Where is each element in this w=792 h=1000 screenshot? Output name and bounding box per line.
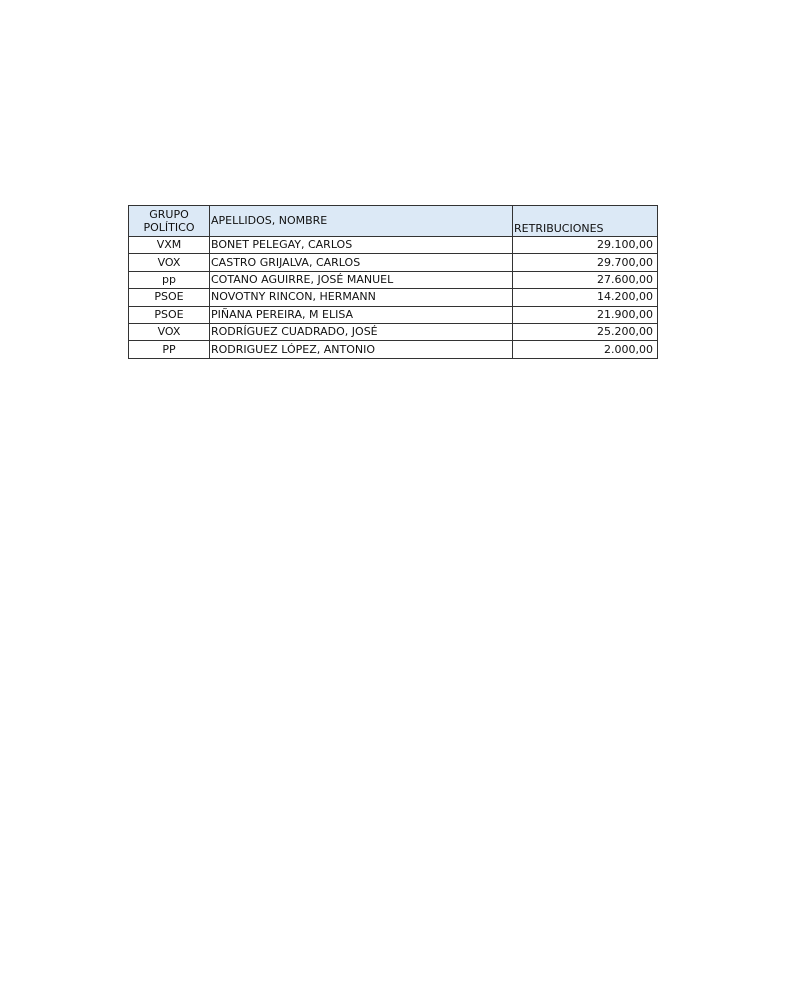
cell-group: VOX xyxy=(128,322,210,342)
cell-pay: 2.000,00 xyxy=(512,340,658,359)
header-group-line1: GRUPO xyxy=(149,208,189,221)
table-row: VOX CASTRO GRIJALVA, CARLOS 29.700,00 xyxy=(128,253,658,272)
cell-name: RODRIGUEZ LÓPEZ, ANTONIO xyxy=(209,340,513,359)
table-row: PSOE NOVOTNY RINCON, HERMANN 14.200,00 xyxy=(128,288,658,307)
cell-group: PSOE xyxy=(128,305,210,324)
cell-name: NOVOTNY RINCON, HERMANN xyxy=(209,288,513,307)
table-row: PP RODRIGUEZ LÓPEZ, ANTONIO 2.000,00 xyxy=(128,340,658,359)
table-row: pp COTANO AGUIRRE, JOSÉ MANUEL 27.600,00 xyxy=(128,270,658,290)
cell-group: PSOE xyxy=(128,288,210,307)
cell-group: PP xyxy=(128,340,210,359)
cell-pay: 21.900,00 xyxy=(512,305,658,324)
header-row: GRUPO POLÍTICO APELLIDOS, NOMBRE RETRIBUC… xyxy=(128,205,658,237)
cell-group: pp xyxy=(128,270,210,290)
cell-pay: 29.100,00 xyxy=(512,235,658,255)
cell-name: COTANO AGUIRRE, JOSÉ MANUEL xyxy=(209,270,513,290)
cell-name: BONET PELEGAY, CARLOS xyxy=(209,235,513,255)
cell-name: CASTRO GRIJALVA, CARLOS xyxy=(209,253,513,272)
cell-name: PIÑANA PEREIRA, M ELISA xyxy=(209,305,513,324)
header-pay: RETRIBUCIONES xyxy=(512,205,658,237)
cell-pay: 14.200,00 xyxy=(512,288,658,307)
header-group: GRUPO POLÍTICO xyxy=(128,205,210,237)
table-row: VOX RODRÍGUEZ CUADRADO, JOSÉ 25.200,00 xyxy=(128,322,658,342)
cell-pay: 27.600,00 xyxy=(512,270,658,290)
cell-name: RODRÍGUEZ CUADRADO, JOSÉ xyxy=(209,322,513,342)
table-row: PSOE PIÑANA PEREIRA, M ELISA 21.900,00 xyxy=(128,305,658,324)
cell-pay: 25.200,00 xyxy=(512,322,658,342)
header-name: APELLIDOS, NOMBRE xyxy=(209,205,513,237)
cell-group: VXM xyxy=(128,235,210,255)
cell-pay: 29.700,00 xyxy=(512,253,658,272)
table-row: VXM BONET PELEGAY, CARLOS 29.100,00 xyxy=(128,235,658,255)
cell-group: VOX xyxy=(128,253,210,272)
remuneration-table: GRUPO POLÍTICO APELLIDOS, NOMBRE RETRIBUC… xyxy=(128,205,658,359)
header-group-line2: POLÍTICO xyxy=(143,221,195,234)
